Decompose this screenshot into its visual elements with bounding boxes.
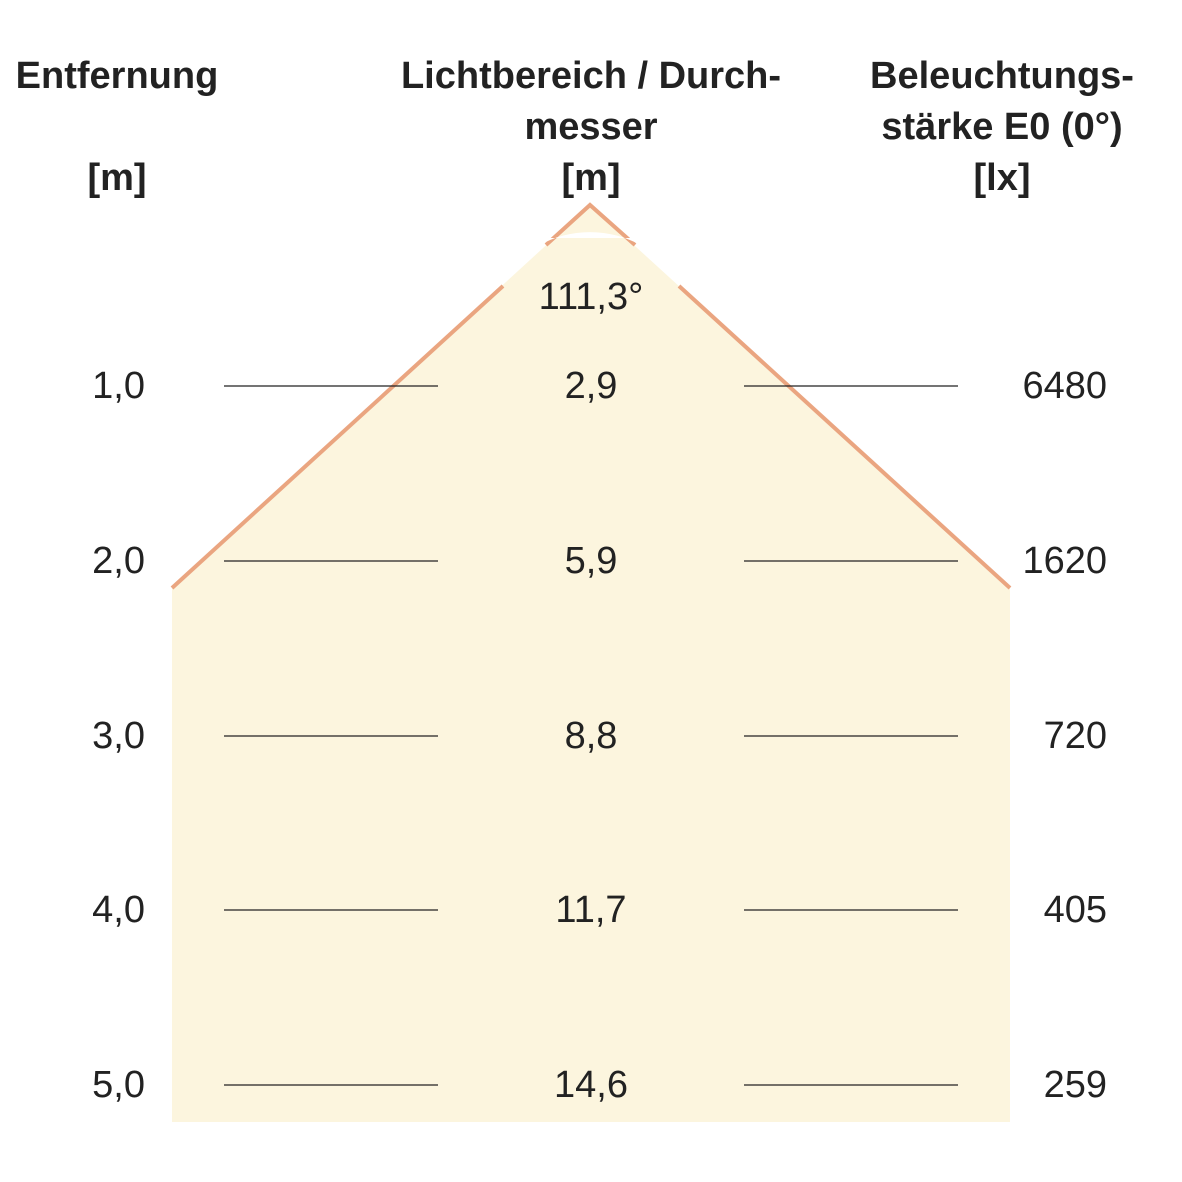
illuminance-header-title-2: stärke E0 (0°) bbox=[881, 106, 1122, 148]
table-row: 4,0 11,7 405 bbox=[92, 889, 1107, 931]
distance-value: 3,0 bbox=[92, 715, 145, 757]
illuminance-value: 1620 bbox=[1022, 540, 1107, 582]
diameter-header-title: Lichtbereich / Durch- bbox=[401, 55, 781, 97]
distance-header-unit: [m] bbox=[87, 157, 146, 199]
diameter-header-title-2: messer bbox=[524, 106, 657, 148]
illuminance-value: 720 bbox=[1044, 715, 1107, 757]
distance-value: 2,0 bbox=[92, 540, 145, 582]
table-row: 5,0 14,6 259 bbox=[92, 1064, 1107, 1106]
illuminance-value: 405 bbox=[1044, 889, 1107, 931]
distance-value: 4,0 bbox=[92, 889, 145, 931]
diameter-header-unit: [m] bbox=[561, 157, 620, 199]
distance-value: 5,0 bbox=[92, 1064, 145, 1106]
diameter-value: 8,8 bbox=[565, 715, 618, 757]
illuminance-header: Beleuchtungs- stärke E0 (0°) [lx] bbox=[870, 55, 1134, 199]
diameter-header: Lichtbereich / Durch- messer [m] bbox=[401, 55, 781, 199]
table-row: 1,0 2,9 6480 bbox=[92, 365, 1107, 407]
illuminance-value: 259 bbox=[1044, 1064, 1107, 1106]
diameter-value: 11,7 bbox=[555, 889, 626, 931]
illuminance-header-title: Beleuchtungs- bbox=[870, 55, 1134, 97]
distance-value: 1,0 bbox=[92, 365, 145, 407]
distance-header-title: Entfernung bbox=[16, 55, 219, 97]
beam-edge-right bbox=[677, 284, 1012, 590]
illuminance-header-unit: [lx] bbox=[974, 157, 1031, 199]
table-row: 3,0 8,8 720 bbox=[92, 715, 1107, 757]
distance-header: Entfernung [m] bbox=[16, 55, 219, 199]
diameter-value: 5,9 bbox=[565, 540, 618, 582]
beam-apex bbox=[544, 202, 637, 247]
diameter-value: 14,6 bbox=[554, 1064, 628, 1106]
beam-angle-label: 111,3° bbox=[539, 276, 644, 318]
diameter-value: 2,9 bbox=[565, 365, 618, 407]
table-row: 2,0 5,9 1620 bbox=[92, 540, 1107, 582]
beam-area bbox=[172, 205, 1010, 1122]
illuminance-value: 6480 bbox=[1022, 365, 1107, 407]
beam-edge-left bbox=[170, 284, 505, 590]
